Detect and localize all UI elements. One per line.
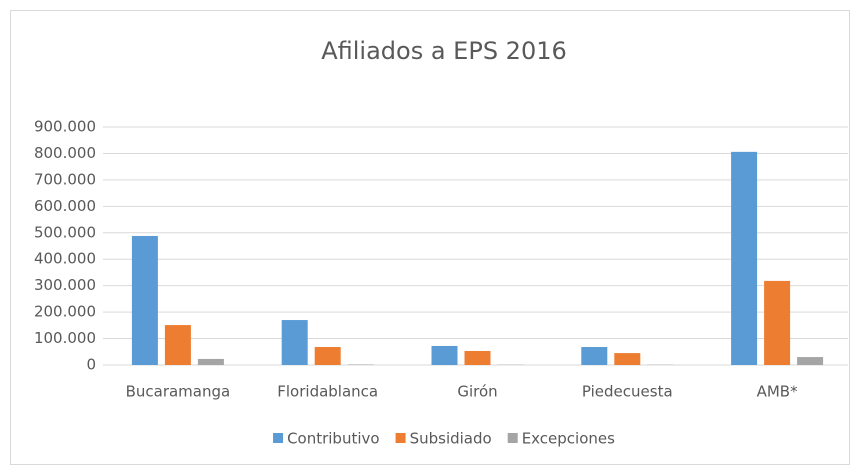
bar (581, 347, 608, 365)
bar (164, 325, 191, 365)
legend-swatch (395, 433, 406, 443)
y-tick-label: 600.000 (34, 197, 96, 215)
bar (431, 345, 458, 365)
y-tick-label: 300.000 (34, 276, 96, 294)
bar (464, 350, 491, 365)
bar (797, 357, 824, 365)
bar (347, 364, 374, 365)
x-tick-label: Piedecuesta (582, 383, 673, 401)
y-tick-label: 0 (86, 356, 96, 374)
legend-label: Subsidiado (410, 430, 492, 448)
y-tick-label: 200.000 (34, 303, 96, 321)
legend-swatch (507, 433, 518, 443)
y-tick-label: 500.000 (34, 223, 96, 241)
chart-title: Afiliados a EPS 2016 (321, 37, 567, 65)
y-tick-label: 100.000 (34, 329, 96, 347)
y-tick-label: 400.000 (34, 250, 96, 268)
x-tick-label: AMB* (757, 383, 798, 401)
legend-label: Contributivo (287, 430, 380, 448)
y-tick-label: 900.000 (34, 118, 96, 136)
legend-swatch (273, 433, 284, 443)
bar (314, 347, 341, 365)
bar (764, 280, 791, 365)
x-tick-label: Floridablanca (277, 383, 378, 401)
x-tick-label: Girón (457, 383, 497, 401)
legend-label: Excepciones (522, 430, 615, 448)
bar (197, 358, 224, 365)
bar (731, 151, 758, 365)
y-tick-label: 800.000 (34, 144, 96, 162)
bar (614, 353, 641, 365)
bar (281, 320, 308, 365)
y-tick-label: 700.000 (34, 170, 96, 188)
x-tick-label: Bucaramanga (126, 383, 231, 401)
bar (131, 235, 158, 365)
